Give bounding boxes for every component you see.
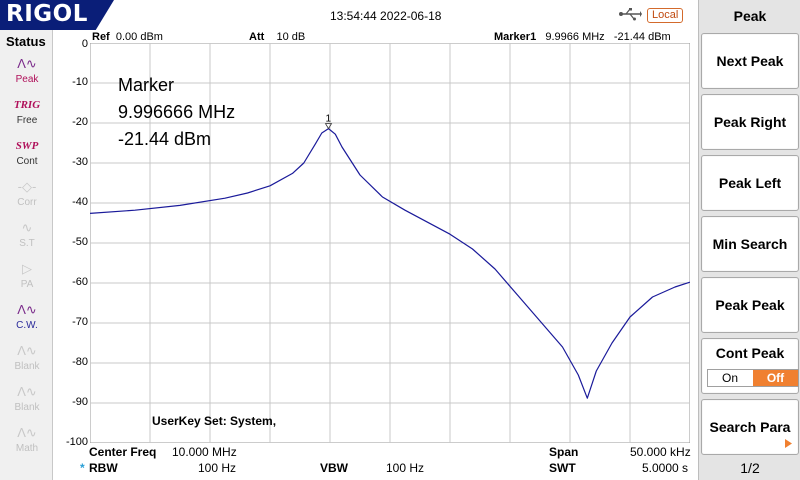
- brand-name: RIGOL: [6, 1, 88, 27]
- status-item-label: Free: [16, 115, 38, 126]
- usb-icon: [619, 8, 642, 21]
- span-label: Span: [549, 445, 579, 459]
- marker-readout: Marker 9.996666 MHz -21.44 dBm: [118, 72, 235, 153]
- blank-icon: Λ∿: [17, 343, 37, 358]
- blank-icon: Λ∿: [17, 384, 37, 399]
- peak-peak-button[interactable]: Peak Peak: [701, 277, 799, 333]
- menu-title: Peak: [733, 8, 767, 24]
- brand-logo: RIGOL: [0, 0, 114, 30]
- y-tick-label: -30: [72, 156, 88, 168]
- rbw-value: 100 Hz: [198, 461, 237, 475]
- top-bar: RIGOL 13:54:44 2022-06-18 Local: [0, 0, 698, 30]
- trig-icon: TRIG: [13, 99, 41, 111]
- next-peak-button[interactable]: Next Peak: [701, 33, 799, 89]
- trace-line: [90, 127, 690, 399]
- status-item-free: TRIG Free: [6, 95, 48, 135]
- vbw-label: VBW: [320, 461, 348, 475]
- y-tick-label: -10: [72, 76, 88, 88]
- y-tick-label: -20: [72, 116, 88, 128]
- y-tick-label: -50: [72, 236, 88, 248]
- swt-value: 5.0000 s: [642, 461, 689, 475]
- correction-icon: -◇-: [17, 179, 37, 194]
- menu-page-indicator: 1/2: [740, 460, 760, 476]
- marker-title: Marker: [118, 75, 175, 95]
- marker-1-indicator[interactable]: [324, 123, 333, 130]
- marker-frequency: 9.996666 MHz: [118, 102, 236, 122]
- y-tick-label: -80: [72, 356, 88, 368]
- status-item-label: C.W.: [16, 320, 38, 331]
- rbw-label: RBW: [89, 461, 118, 475]
- marker-1-label: 1: [326, 114, 332, 125]
- min-search-button[interactable]: Min Search: [701, 216, 799, 272]
- bottom-settings: Center Freq 10.000 MHz Span 50.000 kHz *…: [52, 444, 698, 480]
- span-value: 50.000 kHz: [630, 445, 691, 459]
- status-item-label: PA: [20, 279, 34, 290]
- search-para-button[interactable]: Search Para: [701, 399, 799, 455]
- status-item-label: S.T: [19, 238, 35, 249]
- status-title: Status: [6, 34, 46, 49]
- swt-label: SWT: [549, 461, 576, 475]
- remote-status-badge[interactable]: Local: [647, 8, 684, 23]
- y-tick-label: -70: [72, 316, 88, 328]
- status-panel: Status Λ∿ Peak TRIG Free SWP Cont -◇- Corr ∿ S.T ▷…: [0, 30, 53, 480]
- status-item-pa: ▷ PA: [6, 259, 48, 299]
- status-item-blank: Λ∿ Blank: [6, 341, 48, 381]
- status-item-blank: Λ∿ Blank: [6, 382, 48, 422]
- spectrum-plot[interactable]: 1: [90, 43, 690, 443]
- peak-right-button[interactable]: Peak Right: [701, 94, 799, 150]
- status-item-peak: Λ∿ Peak: [6, 54, 48, 94]
- toggle-off[interactable]: Off: [753, 370, 798, 386]
- status-item-label: Blank: [14, 402, 40, 413]
- date-time: 13:54:44 2022-06-18: [330, 9, 442, 23]
- center-freq-label: Center Freq: [89, 445, 157, 459]
- signal-track-icon: ∿: [21, 220, 33, 235]
- status-item-label: Blank: [14, 361, 40, 372]
- center-freq-value: 10.000 MHz: [172, 445, 237, 459]
- preamp-icon: ▷: [22, 261, 32, 276]
- y-tick-label: -100: [65, 436, 88, 448]
- y-tick-label: 0: [81, 38, 88, 50]
- submenu-arrow-icon: [785, 439, 792, 448]
- status-item-st: ∿ S.T: [6, 218, 48, 258]
- math-icon: Λ∿: [17, 425, 37, 440]
- marker-level: -21.44 dBm: [118, 129, 212, 149]
- toggle-on[interactable]: On: [708, 370, 752, 386]
- marker-header: Marker1 9.9966 MHz -21.44 dBm: [494, 31, 671, 43]
- status-item-label: Corr: [17, 197, 37, 208]
- y-tick-label: -60: [72, 276, 88, 288]
- cw-icon: Λ∿: [17, 302, 37, 317]
- rbw-manual-mark: *: [80, 461, 85, 475]
- status-item-corr: -◇- Corr: [6, 177, 48, 217]
- status-item-label: Peak: [15, 74, 39, 85]
- y-tick-label: -90: [72, 396, 88, 408]
- softkey-menu: Peak Next Peak Peak Right Peak Left Min …: [698, 0, 800, 480]
- cont-peak-toggle[interactable]: On Off: [707, 369, 799, 387]
- attenuation: Att 10 dB: [249, 31, 306, 43]
- userkey-status: UserKey Set: System,: [152, 414, 277, 428]
- peak-left-button[interactable]: Peak Left: [701, 155, 799, 211]
- status-item-cw: Λ∿ C.W.: [6, 300, 48, 340]
- status-item-math: Λ∿ Math: [6, 423, 48, 463]
- status-item-label: Math: [15, 443, 39, 454]
- peak-waveform-icon: Λ∿: [17, 56, 37, 71]
- status-item-label: Cont: [16, 156, 38, 167]
- ref-level: Ref 0.00 dBm: [92, 31, 163, 43]
- vbw-value: 100 Hz: [386, 461, 425, 475]
- cont-peak-button[interactable]: Cont Peak On Off: [701, 338, 799, 394]
- status-item-cont: SWP Cont: [6, 136, 48, 176]
- sweep-icon: SWP: [15, 140, 39, 152]
- y-tick-label: -40: [72, 196, 88, 208]
